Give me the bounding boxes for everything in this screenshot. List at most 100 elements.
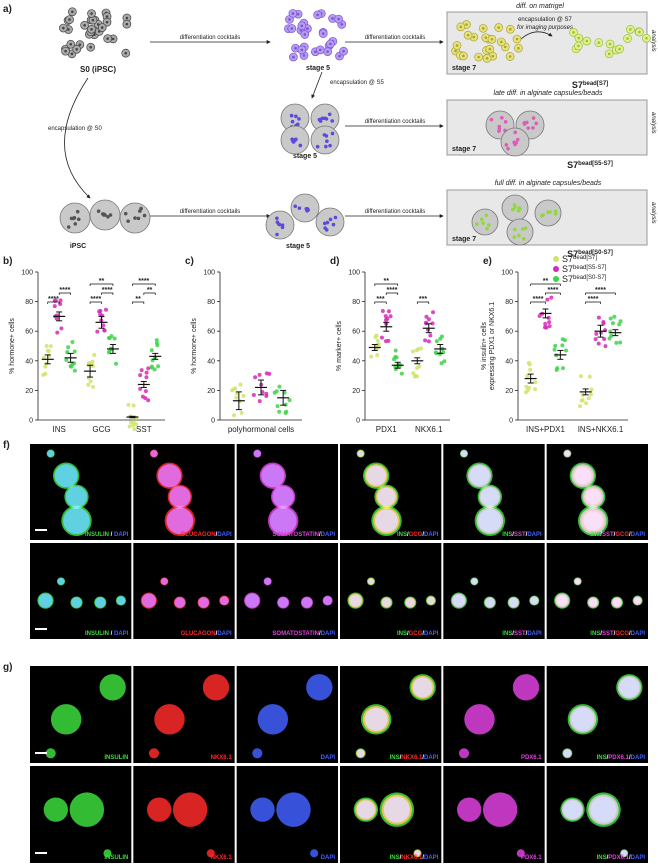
bead-cell — [291, 140, 296, 144]
y-tick-label: 0 — [29, 418, 33, 425]
significance-bracket — [89, 283, 114, 286]
channel-segment: SOMATOSTATIN — [272, 532, 319, 538]
bead-cell — [102, 212, 106, 217]
channel-segment: / — [526, 631, 528, 637]
dot-decoration — [525, 388, 530, 393]
product-sup: bead[S0-S7] — [578, 250, 613, 256]
channel-segment: DAPI — [631, 532, 646, 538]
dot-decoration — [433, 350, 438, 355]
bead-cell — [276, 222, 281, 226]
bead-cell — [486, 223, 491, 227]
significance-label: ** — [147, 287, 153, 294]
cell-signal — [45, 748, 56, 759]
channel-segment: DAPI — [424, 631, 439, 637]
y-axis-label: expressing PDX1 or NKX6.1 — [489, 302, 496, 390]
bead — [506, 218, 534, 246]
bead-cell — [540, 214, 544, 218]
significance-label: **** — [547, 287, 558, 294]
micrograph: INS/GCG/DAPI — [340, 444, 442, 540]
dot-decoration — [257, 399, 262, 404]
nucleus — [71, 10, 74, 14]
dot-decoration — [287, 398, 292, 403]
nucleus — [515, 37, 519, 41]
x-tick-label: INS+NKX6.1 — [578, 425, 624, 434]
channel-label: INS/NKX6.1/DAPI — [390, 855, 439, 861]
bead-cell — [333, 215, 338, 220]
dot-decoration — [579, 398, 584, 403]
product-main: S7 — [567, 160, 578, 170]
cell-signal — [276, 792, 311, 827]
cell-signal — [38, 593, 53, 608]
bead-cell — [297, 117, 301, 121]
cell-signal — [485, 597, 495, 608]
cell-signal — [250, 797, 275, 822]
bead-cell — [531, 126, 535, 130]
charts: b) % hormone+ cells 0 20 40 60 80 100 INS GCG SST *… — [3, 254, 628, 434]
dot-decoration — [138, 373, 143, 378]
significance-bracket — [89, 301, 102, 304]
channel-segment: INS — [390, 855, 400, 861]
bead-cell — [526, 126, 531, 130]
channel-segment: SST — [602, 532, 614, 538]
significance-label: **** — [588, 296, 599, 303]
micrograph: PDX6.1 — [443, 766, 545, 863]
channel-segment: SOMATOSTATIN — [272, 631, 319, 637]
cell-cluster — [594, 38, 624, 59]
bead-cell — [324, 144, 328, 149]
channel-label: SOMATOSTATIN/DAPI — [272, 631, 335, 637]
significance-label: **** — [595, 287, 606, 294]
dot-decoration — [101, 323, 106, 328]
y-tick-label: 40 — [352, 358, 360, 365]
cell-signal — [141, 593, 156, 608]
channel-label: INSULIN — [104, 855, 128, 861]
micrograph: INS/PDX6.1/DAPI — [546, 666, 648, 763]
dot-decoration — [553, 343, 558, 348]
cell-signal — [349, 594, 362, 607]
nucleus — [503, 45, 507, 49]
channel-segment: / — [216, 532, 218, 538]
dot-decoration — [239, 410, 244, 415]
dot-decoration — [386, 338, 391, 343]
channel-label: INS/SST/GCG/DAPI — [590, 532, 645, 538]
x-tick-label: INS — [52, 425, 65, 434]
cell-signal — [414, 850, 421, 857]
nucleus — [292, 55, 295, 59]
bead-cell — [328, 143, 332, 148]
channel-segment: INS — [597, 855, 607, 861]
cell-signal — [621, 850, 628, 857]
channel-segment: DAPI — [527, 631, 542, 637]
cell-signal — [252, 748, 263, 759]
dot-decoration — [423, 338, 428, 343]
significance-bracket — [585, 301, 601, 304]
cell-signal — [571, 707, 595, 731]
significance-label: ** — [384, 278, 390, 285]
dot-decoration — [64, 357, 69, 362]
nucleus — [638, 30, 641, 34]
channel-segment: GCG — [409, 532, 423, 538]
bead-cell — [73, 222, 78, 226]
dot-decoration — [107, 335, 112, 340]
dot-decoration — [92, 352, 97, 357]
channel-label: INS/SST/DAPI — [502, 631, 542, 637]
channel-segment: / — [629, 532, 631, 538]
bead-cell — [324, 134, 329, 138]
dot-decoration — [46, 349, 51, 354]
channel-segment: DAPI — [321, 755, 336, 761]
bead-cell — [330, 131, 335, 136]
dot-decoration — [607, 336, 612, 341]
nucleus — [626, 37, 629, 40]
nucleus — [302, 54, 306, 57]
bead — [315, 207, 345, 237]
micrograph: INSULIN — [30, 666, 132, 763]
nucleus — [585, 39, 589, 43]
note: analysis — [650, 30, 656, 52]
dot-decoration — [618, 340, 623, 345]
channel-segment: DAPI — [631, 631, 646, 637]
cell-signal — [405, 597, 415, 608]
dot-decoration — [231, 387, 236, 392]
nucleus — [68, 18, 71, 21]
nucleus — [300, 48, 304, 52]
dot-decoration — [126, 402, 131, 407]
